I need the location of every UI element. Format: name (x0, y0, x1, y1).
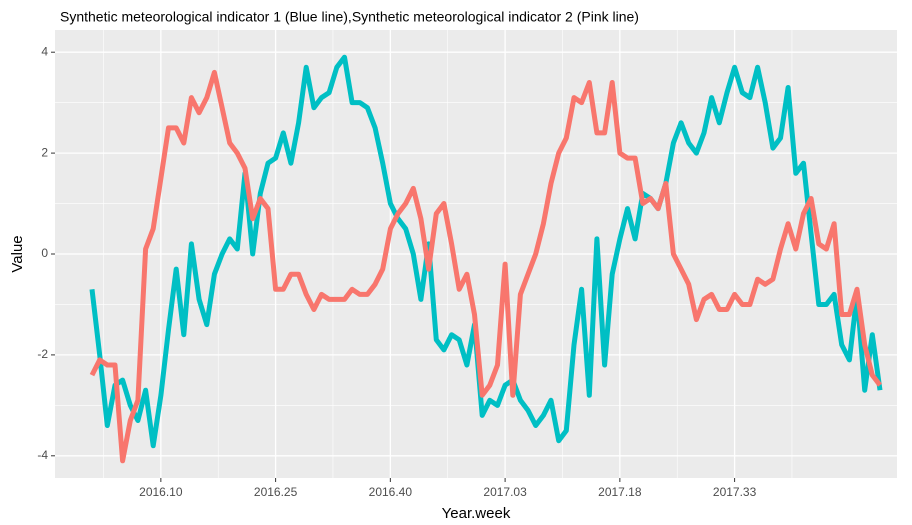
x-tick-label: 2016.40 (369, 485, 413, 499)
y-tick-label: 0 (41, 246, 48, 260)
x-tick-label: 2017.18 (598, 485, 642, 499)
y-tick-label: -4 (37, 448, 48, 462)
y-tick-label: -2 (37, 347, 48, 361)
y-tick-label: 4 (41, 44, 48, 58)
x-tick-label: 2017.33 (713, 485, 757, 499)
grid (55, 30, 897, 478)
y-tick-label: 2 (41, 145, 48, 159)
plot-area (89, 54, 883, 464)
x-tick-label: 2016.10 (139, 485, 183, 499)
series-line (89, 69, 882, 464)
x-axis-title: Year.week (442, 505, 511, 522)
x-tick-label: 2017.03 (483, 485, 527, 499)
series-line (89, 54, 883, 449)
chart-title: Synthetic meteorological indicator 1 (Bl… (60, 9, 639, 25)
x-tick-label: 2016.25 (254, 485, 298, 499)
y-axis-title: Value (9, 235, 26, 272)
